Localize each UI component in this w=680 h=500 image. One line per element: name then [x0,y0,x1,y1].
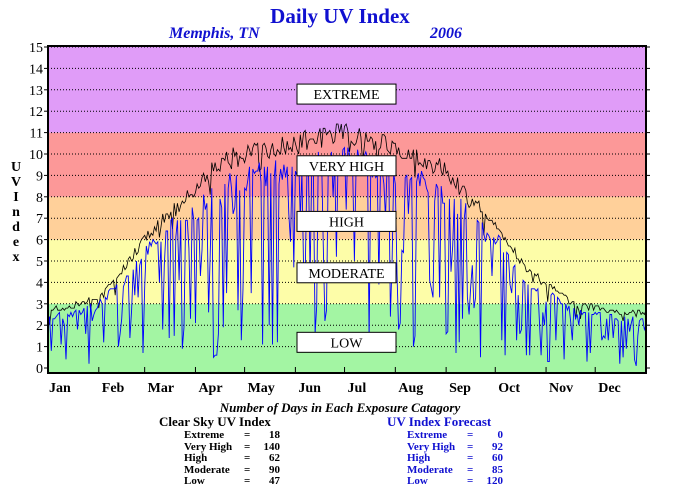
forecast-row: Moderate = 85 [407,463,503,476]
x-tick-label: Jun [298,381,321,396]
svg-text:MODERATE: MODERATE [308,267,384,282]
band-label-moderate: MODERATE [296,262,397,284]
forecast-table-title: UV Index Forecast [387,414,492,429]
location-label: Memphis, TN [169,25,260,42]
plot-frame [47,45,647,374]
clear-sky-table: Clear Sky UV Index Extreme = 18 Very High =… [159,415,299,488]
svg-text:HIGH: HIGH [329,215,364,230]
y-tick-label: 2 [36,319,43,334]
band-label-very-high: VERY HIGH [296,155,397,177]
y-tick-label: 15 [29,41,43,56]
x-tick-label: Dec [598,381,621,396]
clear-sky-table-title: Clear Sky UV Index [159,414,271,429]
clear-sky-row: High = 62 [184,452,280,464]
y-tick-label: 12 [29,105,43,120]
x-tick-label: Jan [49,381,71,396]
chart-title: Daily UV Index [270,4,410,28]
x-tick-label: Oct [498,381,520,396]
band-label-extreme: EXTREME [296,83,397,105]
y-tick-label: 1 [36,341,43,356]
x-tick-label: Jul [348,381,367,396]
y-tick-label: 14 [29,62,43,77]
y-tick-label: 7 [36,212,43,227]
forecast-row: Low = 120 [407,475,503,487]
counts-heading: Number of Days in Each Exposure Catagory [219,400,461,415]
x-tick-label: May [248,381,275,396]
y-tick-label: 8 [36,191,43,206]
y-tick-label: 9 [36,169,43,184]
x-tick-label: Nov [549,381,573,396]
clear-sky-row: Extreme = 18 [184,429,280,441]
clear-sky-row: Moderate = 90 [184,463,280,476]
clear-sky-row: Very High = 140 [184,440,280,453]
forecast-row: Very High = 92 [407,440,503,453]
x-tick-label: Feb [102,381,125,396]
y-tick-label: 3 [36,298,43,313]
svg-text:LOW: LOW [331,336,364,351]
svg-text:EXTREME: EXTREME [313,88,379,103]
forecast-row: High = 60 [407,452,503,464]
clear-sky-row: Low = 47 [184,475,280,487]
y-tick-label: 6 [36,234,43,249]
band-label-high: HIGH [296,210,397,232]
forecast-table: UV Index Forecast Extreme = 0 Very High = 92… [387,415,527,488]
y-tick-label: 11 [30,127,43,142]
y-tick-label: 4 [36,276,43,291]
svg-text:VERY HIGH: VERY HIGH [309,160,384,175]
x-tick-label: Aug [398,381,423,396]
clear-sky-uv-line [47,123,647,326]
y-tick-label: 10 [29,148,43,163]
x-tick-label: Sep [449,381,471,396]
y-tick-label: 5 [36,255,43,270]
y-tick-label: 13 [29,84,43,99]
forecast-row: Extreme = 0 [407,429,503,441]
y-tick-label: 0 [36,362,43,377]
year-label: 2006 [430,25,462,42]
x-tick-label: Apr [198,381,222,396]
uv-forecast-line [47,146,647,367]
x-tick-label: Mar [148,381,174,396]
band-label-low: LOW [296,331,397,353]
